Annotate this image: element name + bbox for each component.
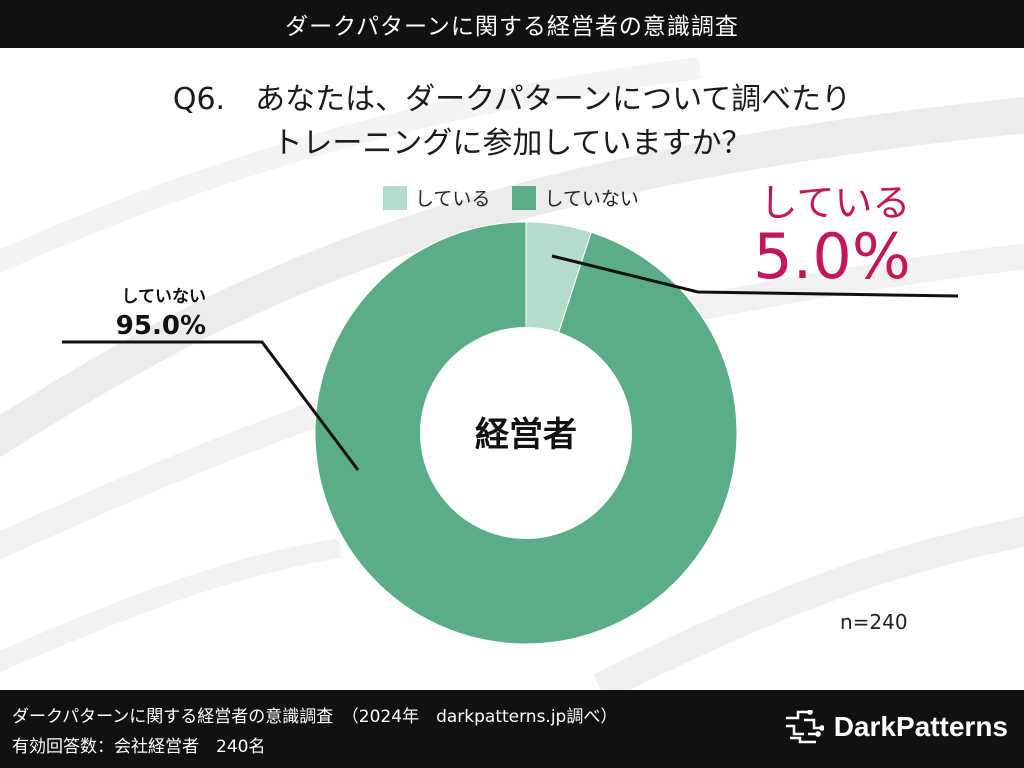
- slice-label-not-doing: していない: [122, 287, 207, 307]
- header-title: ダークパターンに関する経営者の意識調査: [285, 14, 739, 40]
- question-line-1: Q6. あなたは、ダークパターンについて調べたり: [172, 82, 852, 117]
- footer-bar: ダークパターンに関する経営者の意識調査 （2024年 darkpatterns.…: [0, 690, 1024, 768]
- donut-hole: [420, 327, 632, 539]
- legend-label-not-doing: していない: [544, 188, 639, 210]
- brand-name: DarkPatterns: [833, 711, 1008, 742]
- footer-respondents: 有効回答数：会社経営者 240名: [12, 737, 266, 757]
- legend-item-not-doing: していない: [512, 184, 639, 211]
- slice-value-not-doing: 95.0%: [116, 311, 206, 341]
- circuit-icon: [785, 710, 824, 744]
- sample-size: n=240: [840, 610, 908, 634]
- legend-label-doing: している: [415, 188, 491, 210]
- question-text: Q6. あなたは、ダークパターンについて調べたり トレーニングに参加していますか…: [0, 78, 1024, 166]
- footer-source: ダークパターンに関する経営者の意識調査 （2024年 darkpatterns.…: [12, 707, 618, 727]
- leader-line-doing: [551, 254, 959, 298]
- background-waves: [0, 57, 1024, 690]
- legend-swatch-doing: [383, 185, 407, 210]
- chart-legend: している していない: [383, 184, 661, 211]
- question-line-2: トレーニングに参加していますか？: [272, 126, 752, 161]
- center-label: 経営者: [475, 415, 577, 455]
- leader-line-not-doing: [62, 340, 360, 471]
- slice-value-doing: 5.0%: [753, 220, 911, 293]
- slice-label-doing: している: [760, 181, 911, 225]
- header-bar: ダークパターンに関する経営者の意識調査: [0, 0, 1024, 48]
- legend-swatch-not-doing: [512, 185, 537, 210]
- legend-item-doing: している: [383, 184, 490, 211]
- brand-logo: DarkPatterns: [784, 710, 1008, 744]
